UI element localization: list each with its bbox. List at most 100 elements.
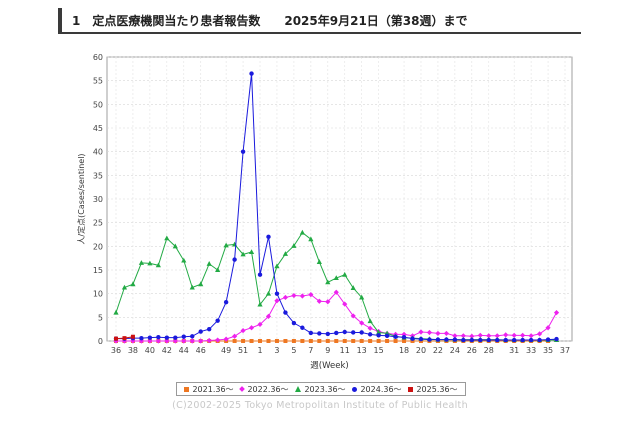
- data-point: [418, 336, 424, 342]
- y-tick-label: 5: [98, 313, 103, 322]
- data-point: [469, 337, 475, 343]
- legend-swatch: [352, 386, 358, 392]
- data-point: [215, 318, 220, 323]
- y-tick-label: 30: [93, 195, 103, 204]
- x-tick-label: 35: [543, 346, 553, 355]
- data-point: [511, 332, 517, 338]
- data-point: [189, 338, 195, 344]
- data-point: [139, 335, 144, 341]
- x-tick-label: 18: [399, 346, 409, 355]
- data-point: [291, 292, 297, 299]
- data-point: [257, 272, 263, 277]
- data-point: [130, 281, 136, 287]
- x-tick-label: 5: [291, 346, 296, 355]
- data-point: [249, 339, 254, 343]
- data-point: [316, 298, 322, 304]
- data-point: [376, 329, 382, 335]
- data-point: [299, 293, 305, 299]
- data-point: [266, 234, 271, 240]
- data-point: [206, 261, 212, 266]
- data-point: [554, 336, 559, 342]
- data-point: [274, 263, 280, 269]
- data-point: [342, 339, 347, 343]
- data-point: [300, 325, 305, 330]
- data-point: [189, 284, 195, 290]
- data-point: [283, 310, 288, 315]
- legend-item: 2022.36～: [239, 384, 289, 395]
- data-point: [325, 279, 331, 285]
- data-point: [206, 326, 212, 332]
- data-point: [198, 338, 204, 344]
- legend-item: 2025.36～: [408, 384, 458, 395]
- y-tick-label: 0: [98, 337, 103, 346]
- y-tick-label: 60: [93, 53, 103, 62]
- data-point: [198, 281, 204, 287]
- data-point: [342, 271, 348, 277]
- data-point: [503, 337, 508, 343]
- data-point: [181, 338, 187, 344]
- data-point: [545, 337, 551, 342]
- data-point: [376, 333, 381, 338]
- data-point: [164, 235, 170, 241]
- x-tick-label: 20: [416, 346, 426, 355]
- data-point: [427, 337, 432, 342]
- data-point: [164, 335, 170, 340]
- data-point: [121, 284, 128, 290]
- data-point: [215, 267, 221, 272]
- data-point: [206, 337, 212, 344]
- legend-label: 2024.36～: [360, 384, 402, 394]
- y-tick-label: 35: [93, 171, 103, 180]
- data-point: [308, 339, 313, 343]
- data-point: [545, 325, 551, 331]
- data-point: [232, 339, 237, 343]
- y-axis-label: 人/定点(Cases/sentinel): [76, 153, 86, 244]
- data-point: [291, 339, 296, 343]
- data-point: [300, 339, 305, 343]
- data-point: [342, 301, 348, 307]
- x-tick-label: 7: [308, 346, 313, 355]
- copyright-text: (C)2002-2025 Tokyo Metropolitan Institut…: [172, 400, 468, 411]
- data-point: [257, 301, 263, 307]
- data-point: [113, 309, 119, 315]
- data-point: [486, 337, 491, 343]
- x-tick-label: 13: [357, 346, 367, 355]
- x-tick-label: 31: [509, 346, 519, 355]
- data-point: [257, 321, 263, 328]
- data-point: [402, 339, 407, 343]
- data-point: [308, 236, 314, 242]
- x-tick-label: 38: [128, 346, 138, 355]
- y-tick-label: 50: [93, 100, 103, 109]
- data-point: [147, 338, 153, 344]
- data-point: [198, 329, 203, 334]
- chart-legend: 2021.36～ 2022.36～ 2023.36～ 2024.36～ 2025.36～: [176, 382, 466, 396]
- legend-label: 2023.36～: [304, 384, 346, 394]
- data-point: [367, 318, 373, 324]
- x-tick-label: 44: [179, 346, 189, 355]
- data-point: [215, 337, 221, 343]
- data-point: [130, 334, 135, 339]
- data-point: [274, 339, 279, 343]
- data-point: [511, 337, 517, 343]
- data-point: [147, 335, 153, 340]
- data-point: [316, 259, 322, 264]
- data-point: [266, 339, 271, 343]
- legend-swatch: [295, 386, 302, 392]
- data-point: [503, 332, 509, 338]
- x-tick-label: 37: [560, 346, 570, 355]
- data-point: [190, 334, 195, 339]
- data-point: [418, 329, 424, 335]
- data-point: [308, 292, 314, 298]
- data-point: [443, 330, 449, 337]
- data-point: [114, 336, 118, 341]
- data-point: [155, 338, 161, 344]
- data-point: [359, 339, 364, 343]
- data-point: [282, 294, 289, 301]
- data-point: [248, 325, 255, 331]
- data-point: [249, 71, 254, 76]
- data-point: [274, 291, 280, 296]
- data-point: [265, 313, 272, 319]
- data-point: [299, 229, 305, 235]
- data-point: [232, 333, 238, 339]
- data-point: [325, 331, 330, 337]
- data-point: [248, 249, 255, 255]
